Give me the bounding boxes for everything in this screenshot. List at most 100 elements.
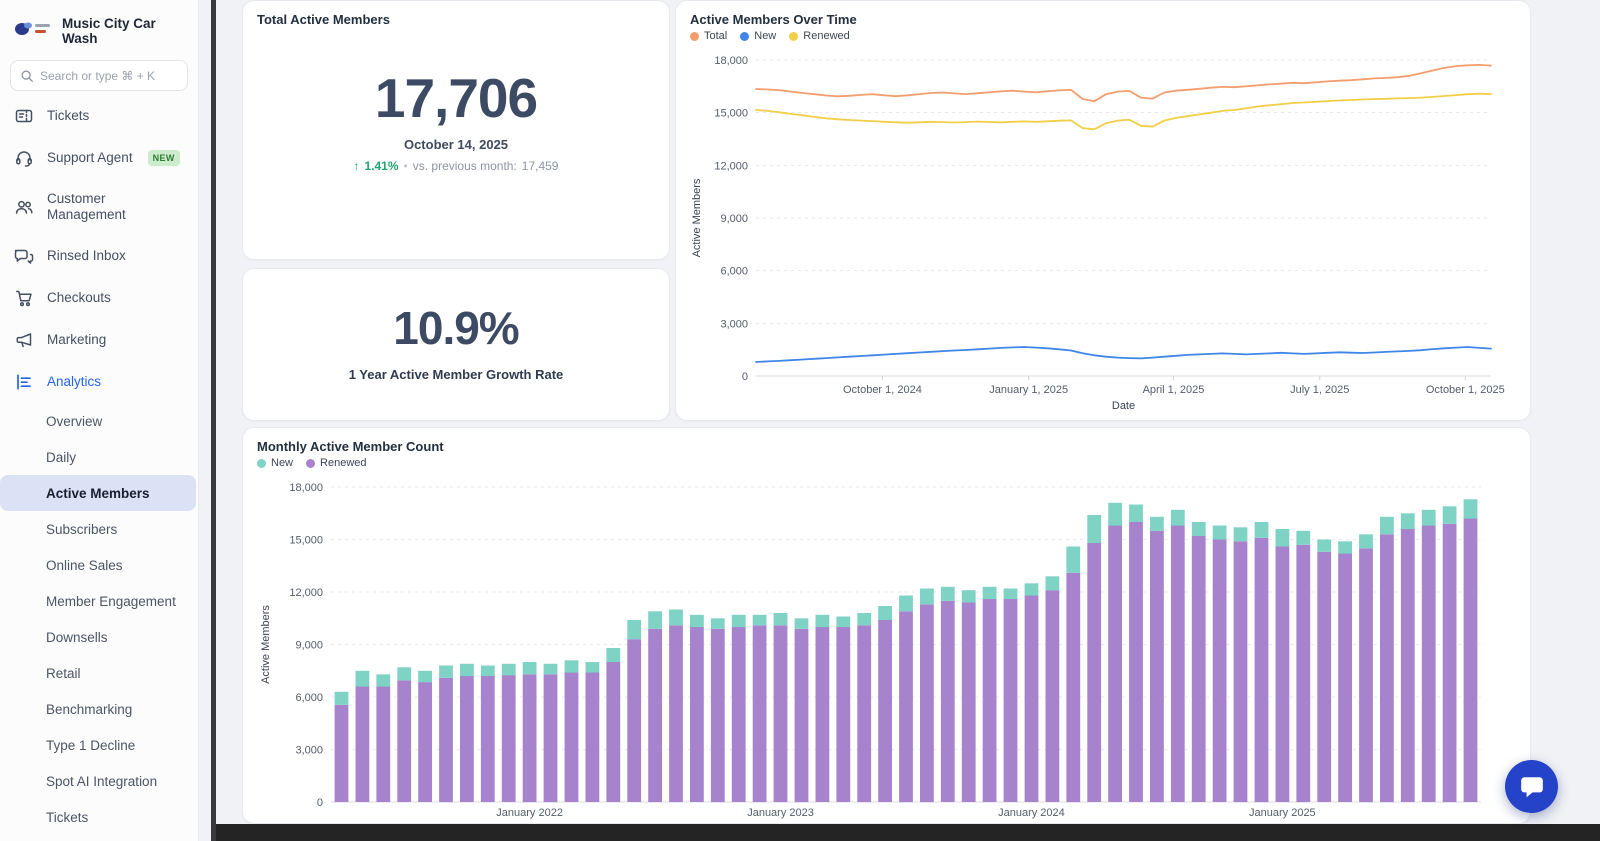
subnav-item-label: Subscribers — [46, 521, 118, 537]
subnav-item-label: Overview — [46, 413, 103, 429]
svg-text:3,000: 3,000 — [295, 745, 323, 757]
search-input[interactable] — [40, 68, 178, 83]
svg-text:January 2023: January 2023 — [747, 807, 814, 819]
bar-chart: 0 3,000 6,000 9,000 12,000 15,000 18,000 Januar… — [260, 482, 1481, 819]
legend-dot — [690, 31, 699, 41]
headset-icon — [14, 148, 34, 168]
subnav-item-label: Daily — [46, 449, 77, 465]
subnav-item-label: Tickets — [46, 809, 89, 825]
subnav-item-label: Member Engagement — [46, 593, 176, 609]
new-badge: NEW — [147, 150, 180, 166]
legend-label: Renewed — [803, 30, 850, 42]
sidebar-item-analytics[interactable]: Analytics — [0, 361, 198, 403]
subnav-item-overview[interactable]: Overview — [0, 403, 196, 439]
svg-text:January 2025: January 2025 — [1249, 807, 1316, 819]
previous-month-value: 17,459 — [521, 159, 559, 173]
monthly-active-member-count-card: 0 3,000 6,000 9,000 12,000 15,000 18,000 Januar… — [242, 427, 1531, 824]
svg-text:18,000: 18,000 — [714, 55, 748, 67]
vertical-scrollbar[interactable] — [211, 0, 216, 841]
subnav-item-label: Spot AI Integration — [46, 773, 158, 789]
sidebar-item-label: Support Agent — [47, 150, 133, 165]
users-icon — [14, 197, 34, 217]
subnav-item-retail[interactable]: Retail — [0, 655, 196, 691]
subnav-item-benchmarking[interactable]: Benchmarking — [0, 691, 196, 727]
sidebar-item-label: Rinsed Inbox — [47, 248, 126, 263]
active-members-over-time-card: 0 3,000 6,000 9,000 12,000 15,000 18,000 Octobe… — [675, 0, 1531, 421]
sidebar-item-marketing[interactable]: Marketing — [0, 319, 198, 361]
sidebar: Music City Car Wash Tickets Support Agent… — [0, 0, 199, 841]
legend-label: Total — [704, 30, 728, 42]
subnav-item-member-engagement[interactable]: Member Engagement — [0, 583, 196, 619]
subnav-item-subscribers[interactable]: Subscribers — [0, 511, 196, 547]
svg-text:April 1, 2025: April 1, 2025 — [1143, 384, 1205, 396]
subnav-item-label: Retail — [46, 665, 81, 681]
analytics-icon — [14, 372, 34, 392]
brand-name: Music City Car Wash — [62, 16, 156, 46]
sidebar-item-rinsed-inbox[interactable]: Rinsed Inbox — [0, 235, 198, 277]
svg-text:9,000: 9,000 — [720, 213, 748, 225]
svg-text:0: 0 — [317, 797, 323, 809]
sidebar-nav: Tickets Support Agent NEW Customer Manageme… — [0, 95, 198, 403]
svg-text:18,000: 18,000 — [289, 482, 323, 494]
sidebar-item-label: Analytics — [47, 374, 102, 389]
subnav-item-type-1-decline[interactable]: Type 1 Decline — [0, 727, 196, 763]
sidebar-item-support-agent[interactable]: Support Agent NEW — [0, 137, 198, 179]
svg-text:12,000: 12,000 — [714, 160, 748, 172]
subnav-item-label: Type 1 Decline — [46, 737, 136, 753]
subnav-item-label: Benchmarking — [46, 701, 133, 717]
legend-label: New — [271, 457, 294, 469]
svg-text:October 1, 2024: October 1, 2024 — [843, 384, 922, 396]
growth-percent: 1.41% — [364, 159, 399, 173]
chat-icon — [14, 246, 34, 266]
svg-text:January 1, 2025: January 1, 2025 — [989, 384, 1068, 396]
dot-separator-icon: • — [403, 159, 408, 173]
total-active-members-value: 17,706 — [374, 67, 538, 129]
legend-item-renewed[interactable]: Renewed — [306, 457, 367, 469]
total-active-members-date: October 14, 2025 — [403, 137, 509, 152]
chat-bubble-icon — [1519, 774, 1545, 800]
svg-text:July 1, 2025: July 1, 2025 — [1290, 384, 1349, 396]
line-chart: 0 3,000 6,000 9,000 12,000 15,000 18,000 Octobe… — [691, 55, 1505, 412]
svg-text:12,000: 12,000 — [289, 587, 323, 599]
bar-chart-legend: New Renewed — [257, 457, 367, 469]
svg-text:Active Members: Active Members — [691, 178, 703, 257]
subnav-item-label: Online Sales — [46, 557, 123, 573]
line-chart-title: Active Members Over Time — [690, 12, 857, 27]
growth-rate-card: 10.9% 1 Year Active Member Growth Rate — [242, 268, 670, 421]
brand[interactable]: Music City Car Wash — [0, 0, 198, 48]
legend-dot — [257, 458, 266, 468]
subnav-item-downsells[interactable]: Downsells — [0, 619, 196, 655]
subnav-item-active-members[interactable]: Active Members — [0, 475, 196, 511]
analytics-subnav: Overview Daily Active Members Subscribers On… — [0, 403, 198, 835]
search-box[interactable] — [10, 60, 188, 91]
svg-text:January 2022: January 2022 — [496, 807, 563, 819]
sidebar-item-checkouts[interactable]: Checkouts — [0, 277, 198, 319]
total-active-members-card: Total Active Members 17,706 October 14, … — [242, 0, 670, 260]
svg-text:Active Members: Active Members — [260, 605, 272, 684]
svg-text:January 2024: January 2024 — [998, 807, 1065, 819]
legend-item-new[interactable]: New — [740, 30, 776, 42]
legend-item-total[interactable]: Total — [690, 30, 727, 42]
line-chart-legend: Total New Renewed — [690, 30, 850, 42]
legend-dot — [740, 31, 750, 41]
svg-text:October 1, 2025: October 1, 2025 — [1426, 384, 1505, 396]
svg-text:Date: Date — [1112, 400, 1135, 412]
legend-item-new[interactable]: New — [257, 457, 293, 469]
search-icon — [20, 69, 34, 83]
svg-text:0: 0 — [742, 371, 748, 383]
legend-item-renewed[interactable]: Renewed — [789, 30, 850, 42]
sidebar-item-customer-management[interactable]: Customer Management — [0, 179, 198, 235]
subnav-item-spot-ai-integration[interactable]: Spot AI Integration — [0, 763, 196, 799]
svg-text:15,000: 15,000 — [289, 535, 323, 547]
previous-month-label: vs. previous month: — [412, 159, 517, 173]
subnav-item-tickets[interactable]: Tickets — [0, 799, 196, 835]
svg-text:6,000: 6,000 — [295, 692, 323, 704]
growth-rate-value: 10.9% — [393, 302, 519, 354]
brand-logo — [14, 18, 54, 45]
subnav-item-daily[interactable]: Daily — [0, 439, 196, 475]
chat-launcher-button[interactable] — [1505, 760, 1558, 813]
sidebar-item-tickets[interactable]: Tickets — [0, 95, 198, 137]
bar-chart-title: Monthly Active Member Count — [257, 439, 444, 454]
horizontal-scrollbar[interactable] — [214, 824, 1600, 841]
subnav-item-online-sales[interactable]: Online Sales — [0, 547, 196, 583]
